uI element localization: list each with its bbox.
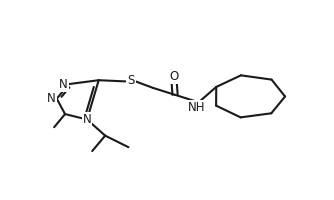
Text: N: N: [83, 113, 92, 126]
Text: O: O: [169, 70, 178, 83]
Text: N: N: [59, 78, 68, 91]
Text: N: N: [47, 92, 55, 105]
Text: NH: NH: [188, 101, 206, 114]
Text: S: S: [127, 74, 135, 87]
